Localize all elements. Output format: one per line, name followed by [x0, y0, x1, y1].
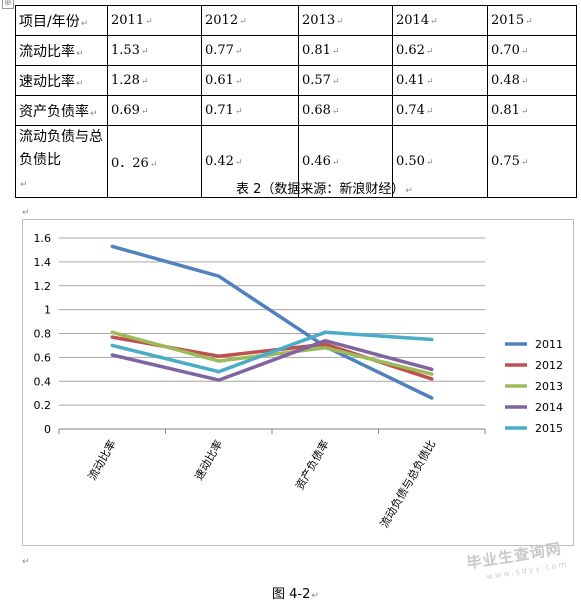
table-cell: 0.57↵: [298, 65, 393, 96]
table-cell: 1.28↵: [107, 65, 202, 96]
table-cell: 0.61↵: [201, 65, 299, 96]
chart-frame: [22, 219, 574, 546]
line-chart: 00.20.40.60.811.21.41.6 流动比率 速动比率 资产负债率 流动负…: [22, 219, 574, 546]
legend-label: 2014: [535, 401, 563, 414]
series-line-2015: [110, 330, 434, 374]
row-label-cell: 速动比率↵: [15, 65, 108, 96]
table-row: 流动负债与总负债比↵ 0．26↵ 0.42↵ 0.46↵ 0.50↵ 0.75↵: [15, 125, 577, 198]
y-tick-label: 1.2: [34, 280, 52, 293]
table-header-row: 项目/年份↵ 2011↵ 2012↵ 2013↵ 2014↵ 2015↵: [15, 5, 577, 36]
table-cell: 0.75↵: [487, 125, 577, 198]
row-label-cell: 流动比率↵: [15, 35, 108, 66]
table-cell: 0.62↵: [392, 35, 488, 66]
table-row: 速动比率↵ 1.28↵ 0.61↵ 0.57↵ 0.41↵ 0.48↵: [15, 65, 577, 96]
table-cell: 0．26↵: [107, 125, 202, 198]
table-cell: 1.53↵: [107, 35, 202, 66]
series-line-2013: [110, 330, 434, 376]
series-line-2014: [110, 338, 434, 382]
y-tick-label: 1: [44, 304, 51, 317]
table-cell: 0.70↵: [487, 35, 577, 66]
corner-marker-icon: ⊕: [2, 0, 14, 9]
table-cell: 0.74↵: [392, 95, 488, 126]
table-cell: 0.41↵: [392, 65, 488, 96]
table-cell: 0.81↵: [298, 35, 393, 66]
legend-label: 2012: [535, 359, 563, 372]
table-cell: 0.68↵: [298, 95, 393, 126]
paragraph-mark: ↵: [22, 208, 30, 218]
y-tick-label: 0.4: [34, 375, 52, 388]
legend-label: 2015: [535, 422, 563, 435]
paragraph-mark: ↵: [22, 557, 30, 567]
table-cell: 0.77↵: [201, 35, 299, 66]
data-table: 项目/年份↵ 2011↵ 2012↵ 2013↵ 2014↵ 2015↵ 流动比率↵ 1.53…: [15, 5, 577, 198]
table-cell: 0.71↵: [201, 95, 299, 126]
table-cell: 0.69↵: [107, 95, 202, 126]
table-header-cell: 2011↵: [107, 5, 202, 36]
row-label-cell: 资产负债率↵: [15, 95, 108, 126]
series-line-2011: [110, 244, 434, 400]
table-header-cell: 2015↵: [487, 5, 577, 36]
y-tick-label: 0.6: [34, 351, 52, 364]
legend-label: 2011: [535, 338, 563, 351]
table-header-cell: 2013↵: [298, 5, 393, 36]
row-label-cell: 流动负债与总负债比↵: [15, 125, 108, 198]
table-header-cell: 2014↵: [392, 5, 488, 36]
y-tick-label: 0: [44, 423, 51, 436]
y-tick-label: 0.8: [34, 328, 52, 341]
table-cell: 0.48↵: [487, 65, 577, 96]
y-tick-label: 1.4: [34, 256, 52, 269]
table-header-cell: 项目/年份↵: [15, 5, 108, 36]
table-header-cell: 2012↵: [201, 5, 299, 36]
table-row: 资产负债率↵ 0.69↵ 0.71↵ 0.68↵ 0.74↵ 0.81↵: [15, 95, 577, 126]
legend-label: 2013: [535, 380, 563, 393]
y-tick-label: 1.6: [34, 232, 52, 245]
figure-caption: 图 4-2↵: [272, 587, 319, 602]
table-cell: 0.42↵: [201, 125, 299, 198]
table-cell: 0.50↵: [392, 125, 488, 198]
table-cell: 0.81↵: [487, 95, 577, 126]
table-row: 流动比率↵ 1.53↵ 0.77↵ 0.81↵ 0.62↵ 0.70↵: [15, 35, 577, 66]
y-tick-label: 0.2: [34, 399, 52, 412]
table-cell: 0.46↵: [298, 125, 393, 198]
table-caption: 表 2（数据来源：新浪财经）↵: [236, 182, 413, 197]
